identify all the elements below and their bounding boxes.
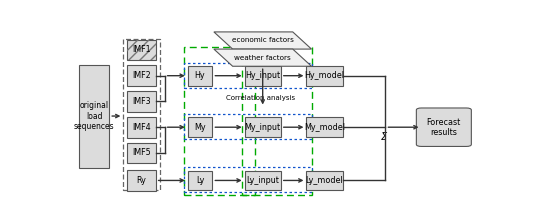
Bar [188, 117, 212, 137]
Text: Ly_model: Ly_model [306, 176, 343, 185]
Bar [245, 171, 281, 190]
Text: My_model: My_model [304, 123, 345, 132]
Text: Forecast
results: Forecast results [427, 118, 461, 137]
Text: Σ: Σ [380, 132, 387, 142]
Bar [306, 66, 343, 86]
Text: IMF1: IMF1 [132, 45, 151, 54]
Bar [245, 66, 281, 86]
Bar [188, 66, 212, 86]
Text: My_input: My_input [245, 123, 280, 132]
Bar [242, 47, 312, 195]
Text: IMF2: IMF2 [132, 71, 151, 80]
Bar [245, 117, 281, 137]
Text: IMF4: IMF4 [132, 123, 151, 132]
Bar [184, 47, 255, 195]
Bar [126, 170, 156, 191]
Text: Hy_input: Hy_input [245, 71, 280, 80]
Bar [126, 40, 156, 60]
FancyBboxPatch shape [416, 108, 471, 147]
Bar [123, 39, 160, 190]
Polygon shape [214, 49, 311, 66]
Text: IMF5: IMF5 [132, 149, 151, 157]
Text: My: My [194, 123, 206, 132]
Bar [184, 114, 312, 139]
Text: weather factors: weather factors [234, 55, 291, 61]
Bar [126, 91, 156, 112]
Text: Correlation analysis: Correlation analysis [226, 95, 295, 101]
Bar [188, 171, 212, 190]
Text: original
load
sequences: original load sequences [74, 101, 114, 131]
Bar [79, 64, 109, 167]
Text: IMF3: IMF3 [132, 97, 151, 106]
Text: Hy_model: Hy_model [305, 71, 344, 80]
Bar [126, 143, 156, 163]
Text: Hy: Hy [195, 71, 205, 80]
Bar [184, 63, 312, 88]
Text: Ry: Ry [136, 176, 146, 185]
Text: Ly_input: Ly_input [246, 176, 279, 185]
Bar [306, 117, 343, 137]
Bar [126, 65, 156, 86]
Bar [126, 40, 156, 60]
Bar [306, 171, 343, 190]
Polygon shape [214, 32, 311, 49]
Text: Ly: Ly [196, 176, 204, 185]
Bar [184, 167, 312, 192]
Bar [126, 117, 156, 138]
Text: economic factors: economic factors [232, 37, 294, 43]
